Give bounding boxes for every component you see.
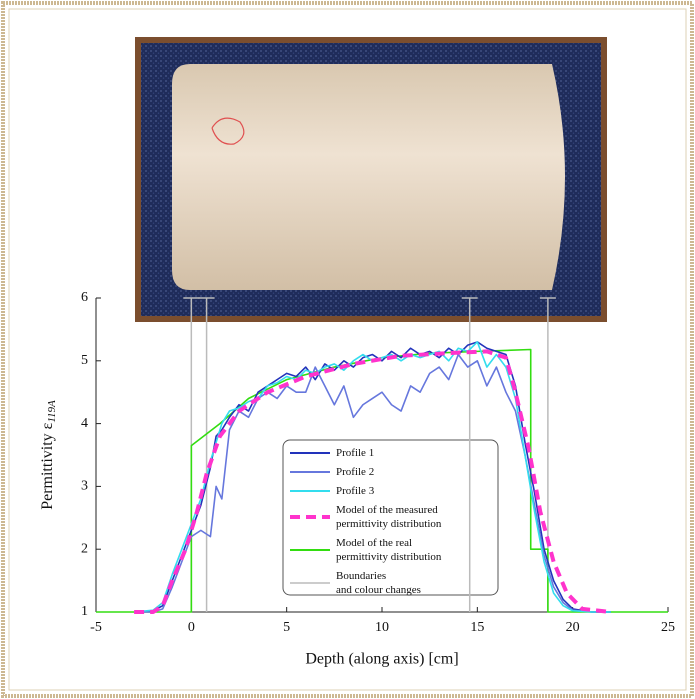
legend-label-line: Profile 1: [336, 447, 374, 459]
y-tick-label: 4: [81, 416, 88, 431]
y-tick-label: 1: [81, 604, 88, 619]
x-tick-label: 25: [661, 620, 675, 635]
x-tick-label: 20: [566, 620, 580, 635]
legend-label: Boundaries and colour changes: [336, 570, 421, 596]
legend-label-line: and colour changes: [336, 584, 421, 596]
legend-label: Profile 3: [336, 485, 375, 497]
legend-label: Model of the real permittivity distributi…: [336, 537, 442, 563]
legend-label-line: Model of the measured: [336, 504, 438, 516]
y-tick-label: 5: [81, 353, 88, 368]
legend-label-line: permittivity distribution: [336, 551, 442, 563]
y-label-main: Permittivity ε: [39, 422, 56, 509]
series-line: [134, 349, 612, 614]
core-sample: [172, 64, 565, 290]
x-tick-label: -5: [90, 620, 102, 635]
legend-label-line: Profile 2: [336, 466, 374, 478]
legend-label: Profile 2: [336, 466, 374, 478]
x-tick-label: 10: [375, 620, 389, 635]
y-label-subscript: 119A: [46, 400, 58, 423]
legend-label: Model of the measured permittivity distri…: [336, 504, 442, 530]
legend-label: Profile 1: [336, 447, 374, 459]
y-tick-label: 3: [81, 479, 88, 494]
y-tick-label: 6: [81, 290, 88, 305]
plot: Depth (along axis) [cm] Permittivity ε11…: [39, 298, 668, 668]
inner-frame: [8, 8, 687, 691]
y-axis-label: Permittivity ε119A: [39, 400, 58, 510]
x-tick-label: 15: [470, 620, 484, 635]
legend-label-line: Profile 3: [336, 485, 375, 497]
photo: [135, 37, 607, 322]
x-tick-label: 0: [188, 620, 195, 635]
x-axis-label: Depth (along axis) [cm]: [305, 651, 458, 668]
legend-box: [282, 439, 499, 596]
legend-label-line: Boundaries: [336, 570, 386, 582]
legend-label-line: permittivity distribution: [336, 518, 442, 530]
legend-label-line: Model of the real: [336, 537, 412, 549]
series-line: [134, 353, 611, 613]
y-tick-label: 2: [81, 541, 88, 556]
marking: [211, 117, 245, 145]
x-tick-label: 5: [283, 620, 290, 635]
